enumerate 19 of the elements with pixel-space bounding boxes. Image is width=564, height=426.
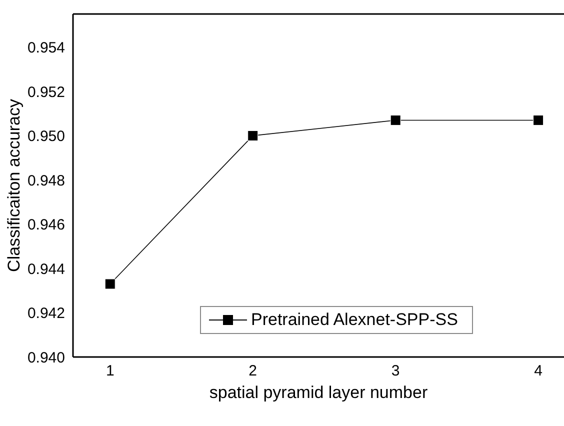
point bbox=[104, 278, 116, 290]
x-tick-label: 3 bbox=[391, 362, 400, 380]
y-tick-label: 0.948 bbox=[27, 172, 65, 190]
point bbox=[533, 114, 544, 126]
x-axis-title: spatial pyramid layer number bbox=[209, 383, 428, 402]
point bbox=[248, 130, 258, 141]
y-tick-label: 0.946 bbox=[27, 216, 65, 234]
x-tick-label: 2 bbox=[248, 362, 258, 380]
y-axis-title: Classificaiton accuracy bbox=[4, 98, 24, 272]
x-tick-label: 1 bbox=[106, 362, 114, 380]
x-tick-label: 4 bbox=[534, 362, 542, 380]
y-tick-label: 0.944 bbox=[27, 260, 65, 278]
point bbox=[390, 114, 401, 126]
legend-label: Pretrained Alexnet-SPP-SS bbox=[251, 310, 458, 330]
y-tick-label: 0.950 bbox=[27, 128, 65, 146]
y-tick-label: 0.942 bbox=[27, 305, 65, 322]
y-tick-label: 0.954 bbox=[27, 40, 65, 57]
y-tick-label: 0.940 bbox=[27, 349, 65, 366]
y-tick-label: 0.952 bbox=[27, 84, 65, 101]
